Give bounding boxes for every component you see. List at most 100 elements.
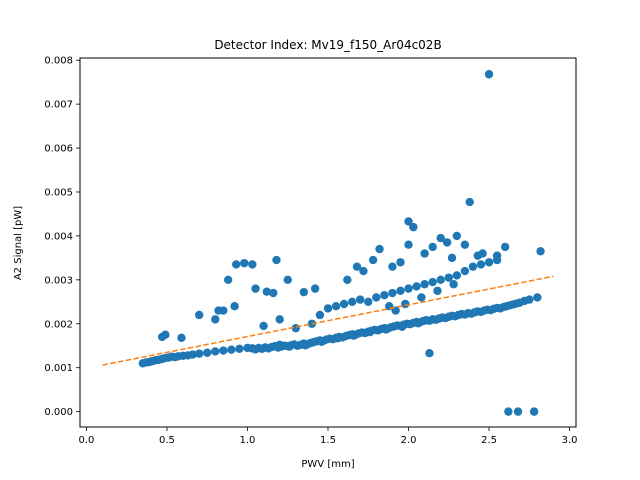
data-point: [227, 345, 236, 354]
data-point: [452, 271, 462, 280]
data-point: [442, 238, 452, 247]
y-tick-label: 0.003: [44, 275, 73, 286]
data-points: [138, 70, 545, 416]
data-point: [428, 277, 437, 287]
x-tick-label: 2.5: [481, 435, 497, 446]
data-point: [235, 344, 244, 354]
data-point: [372, 293, 381, 302]
y-tick-label: 0.001: [44, 363, 73, 374]
data-point: [396, 286, 405, 296]
data-point: [364, 297, 373, 306]
data-point: [211, 315, 220, 324]
data-point: [465, 197, 474, 207]
data-point: [219, 346, 228, 355]
y-axis-label: A2 Signal [pW]: [13, 206, 24, 280]
x-tick-label: 2.0: [401, 435, 417, 446]
data-point: [275, 340, 284, 350]
data-point: [230, 302, 239, 311]
data-point: [275, 315, 284, 324]
data-point: [161, 330, 170, 339]
data-point: [484, 70, 494, 79]
data-point: [259, 321, 268, 331]
data-point: [352, 262, 362, 271]
data-point: [444, 273, 453, 282]
data-point: [452, 231, 462, 241]
data-point: [425, 349, 434, 358]
fit-line: [102, 275, 554, 366]
y-tick-label: 0.006: [44, 144, 73, 155]
y-tick-label: 0.005: [44, 187, 73, 198]
data-point: [331, 302, 341, 311]
data-point: [339, 299, 349, 309]
data-point: [476, 260, 486, 269]
data-point: [317, 337, 326, 346]
data-point: [333, 334, 342, 343]
x-axis-label: PWV [mm]: [301, 459, 354, 470]
data-point: [251, 284, 260, 293]
data-point: [433, 286, 442, 296]
data-point: [460, 266, 470, 276]
y-tick-label: 0.000: [44, 407, 73, 418]
y-tick-label: 0.004: [44, 231, 73, 242]
data-point: [449, 280, 458, 289]
data-point: [203, 348, 212, 357]
data-point: [380, 291, 389, 300]
y-tick-label: 0.007: [44, 100, 73, 111]
data-point: [484, 258, 494, 267]
data-point: [349, 331, 358, 340]
y-tick-label: 0.002: [44, 319, 73, 330]
data-point: [404, 240, 413, 249]
data-point: [478, 249, 487, 258]
data-point: [315, 310, 325, 320]
data-point: [420, 249, 429, 258]
data-point: [388, 262, 397, 271]
data-point: [420, 280, 429, 289]
data-point: [194, 349, 204, 358]
data-point: [283, 275, 292, 285]
data-point: [533, 293, 542, 302]
x-tick-label: 0.0: [78, 435, 94, 446]
data-point: [211, 347, 220, 356]
data-point: [381, 325, 391, 334]
data-point: [347, 297, 357, 306]
data-point: [323, 304, 333, 313]
x-tick-label: 1.5: [320, 435, 336, 446]
data-point: [417, 293, 426, 302]
data-point: [177, 333, 186, 343]
data-point: [447, 253, 457, 263]
data-point: [365, 327, 375, 337]
data-point: [525, 295, 534, 304]
data-point: [404, 217, 413, 226]
data-point: [272, 255, 281, 265]
data-point: [188, 350, 197, 359]
data-point: [404, 284, 413, 293]
data-point: [436, 275, 445, 285]
data-point: [285, 342, 294, 351]
data-point: [375, 244, 384, 254]
data-point: [513, 407, 523, 416]
data-point: [301, 341, 310, 350]
data-point: [368, 255, 378, 265]
data-point: [468, 262, 478, 271]
data-point: [413, 319, 423, 328]
data-point: [194, 310, 204, 320]
data-point: [269, 288, 278, 298]
data-point: [248, 260, 257, 269]
x-tick-label: 3.0: [562, 435, 578, 446]
data-point: [409, 222, 418, 232]
chart-title: Detector Index: Mv19_f150_Ar04c02B: [214, 38, 441, 52]
data-point: [359, 266, 368, 276]
data-point: [356, 295, 365, 304]
y-axis: 0.000 0.001 0.002 0.003 0.004 0.005 0.006 0.007…: [44, 56, 80, 418]
data-point: [223, 275, 233, 285]
data-point: [460, 240, 470, 249]
data-point: [343, 275, 352, 285]
x-tick-label: 1.0: [240, 435, 256, 446]
data-point: [436, 233, 445, 243]
data-point: [262, 287, 272, 296]
data-point: [396, 258, 405, 267]
data-point: [232, 260, 241, 269]
data-point: [536, 247, 545, 256]
data-point: [412, 282, 421, 291]
